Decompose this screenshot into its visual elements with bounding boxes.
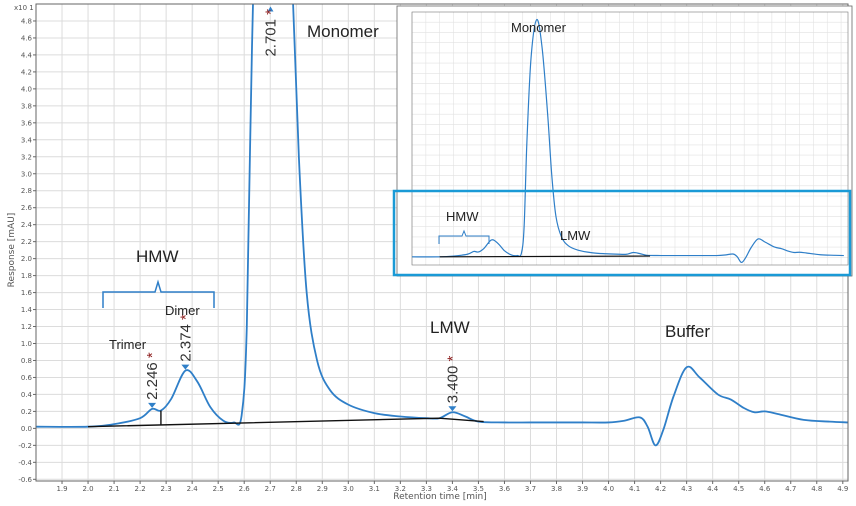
x-axis-label: Retention time [min] — [393, 492, 486, 502]
y-tick-label: 1.0 — [21, 340, 32, 348]
x-tick-label: 2.3 — [161, 485, 172, 493]
y-tick-label: 0.2 — [21, 408, 32, 416]
inset-annotation-hmw: HMW — [446, 209, 479, 224]
y-tick-label: -0.4 — [18, 459, 32, 467]
x-tick-label: 4.7 — [785, 485, 796, 493]
x-tick-label: 2.0 — [82, 485, 93, 493]
peak-asterisk: * — [144, 352, 161, 358]
peak-label: 2.374 * — [177, 314, 194, 362]
x-tick-label: 4.9 — [837, 485, 848, 493]
x-tick-label: 3.5 — [473, 485, 484, 493]
x-tick-label: 3.7 — [525, 485, 536, 493]
inset-zoom-highlight — [392, 189, 852, 277]
annotation-buffer: Buffer — [665, 322, 710, 341]
x-tick-label: 4.1 — [629, 485, 640, 493]
peak-asterisk: * — [262, 9, 279, 15]
x-tick-label: 3.9 — [577, 485, 588, 493]
y-tick-label: 2.4 — [21, 221, 33, 229]
y-tick-label: 4.2 — [21, 68, 32, 76]
y-tick-label: 4.4 — [21, 51, 33, 59]
y-axis-label: Response [mAU] — [7, 213, 17, 288]
peak-asterisk: * — [177, 314, 194, 320]
y-tick-label: 2.8 — [21, 187, 32, 195]
annotation-monomer: Monomer — [307, 22, 379, 41]
axis-ticks: 1.9 2.0 2.1 2.2 2.3 2.4 2.5 2.6 2.7 2.8 2.9 3.0 3.1 3… — [18, 17, 848, 493]
peak-marker — [267, 6, 274, 12]
inset-annotation-monomer: Monomer — [511, 20, 567, 35]
peak-marker — [448, 406, 457, 412]
x-tick-label: 3.3 — [421, 485, 432, 493]
x-tick-label: 2.4 — [187, 485, 199, 493]
integration-baseline — [88, 417, 484, 428]
peak-retention-time: 2.246 — [144, 358, 161, 400]
annotation-trimer: Trimer — [109, 337, 147, 352]
x-tick-label: 4.8 — [811, 485, 822, 493]
peak-label: 2.246 * — [144, 352, 161, 400]
inset-trace — [411, 19, 844, 264]
y-tick-label: 2.0 — [21, 255, 32, 263]
annotation-lmw: LMW — [430, 318, 470, 337]
y-tick-label: 1.4 — [21, 306, 33, 314]
peak-marker — [181, 364, 190, 370]
y-tick-label: 4.6 — [21, 34, 33, 42]
y-tick-label: 3.8 — [21, 102, 32, 110]
x-tick-label: 4.3 — [681, 485, 692, 493]
y-tick-label: 3.2 — [21, 153, 32, 161]
y-tick-label: 1.2 — [21, 323, 32, 331]
x-tick-label: 3.4 — [447, 485, 459, 493]
y-tick-label: 0.8 — [21, 357, 32, 365]
y-tick-label: 1.6 — [21, 289, 33, 297]
y-tick-label: 1.8 — [21, 272, 32, 280]
x-tick-label: 3.8 — [551, 485, 562, 493]
inset-plot-frame — [411, 11, 849, 266]
x-tick-label: 2.1 — [109, 485, 120, 493]
x-tick-label: 2.8 — [291, 485, 302, 493]
y-tick-label: 3.6 — [21, 119, 33, 127]
y-tick-label: 3.0 — [21, 170, 32, 178]
x-tick-label: 4.0 — [603, 485, 614, 493]
x-tick-label: 2.5 — [213, 485, 224, 493]
y-tick-label: 4.0 — [21, 85, 32, 93]
y-tick-label: 3.4 — [21, 136, 33, 144]
x-tick-label: 3.2 — [395, 485, 406, 493]
peak-label: 3.400 * — [444, 356, 461, 404]
y-tick-label: 2.2 — [21, 238, 32, 246]
peak-asterisk: * — [444, 356, 461, 362]
y-tick-label: 0.6 — [21, 374, 33, 382]
x-tick-label: 4.4 — [707, 485, 719, 493]
x-tick-label: 4.6 — [759, 485, 771, 493]
hmw-bracket — [102, 279, 215, 308]
inset-baseline — [439, 255, 651, 258]
x-tick-label: 3.6 — [499, 485, 511, 493]
y-tick-label: 0.4 — [21, 391, 33, 399]
x-tick-label: 2.2 — [135, 485, 146, 493]
annotation-hmw: HMW — [136, 247, 178, 266]
x-tick-label: 2.6 — [239, 485, 251, 493]
x-tick-label: 1.9 — [56, 485, 67, 493]
x-tick-label: 2.9 — [317, 485, 328, 493]
x-tick-label: 4.2 — [655, 485, 666, 493]
inset-annotation-lmw: LMW — [560, 228, 591, 243]
y-tick-label: -0.6 — [18, 476, 32, 484]
y-tick-label: 4.8 — [21, 17, 32, 25]
peak-retention-time: 2.374 — [177, 320, 194, 362]
y-tick-label: 2.6 — [21, 204, 33, 212]
annotation-dimer: Dimer — [165, 303, 200, 318]
inset-overview-chart: Monomer HMW LMW — [392, 5, 853, 277]
x-tick-label: 2.7 — [265, 485, 276, 493]
peak-marker — [148, 402, 157, 408]
x-tick-label: 3.0 — [343, 485, 354, 493]
inset-hmw-bracket — [438, 229, 490, 244]
chromatogram-trace — [36, 4, 848, 447]
y-multiplier: x10 1 — [14, 4, 34, 12]
y-tick-label: 0.0 — [21, 425, 32, 433]
peak-retention-time: 2.701 — [262, 15, 279, 57]
x-tick-label: 3.1 — [369, 485, 380, 493]
peak-label: 2.701 * — [262, 9, 279, 57]
y-tick-label: -0.2 — [18, 442, 32, 450]
x-tick-label: 4.5 — [733, 485, 744, 493]
peak-retention-time: 3.400 — [444, 362, 461, 404]
